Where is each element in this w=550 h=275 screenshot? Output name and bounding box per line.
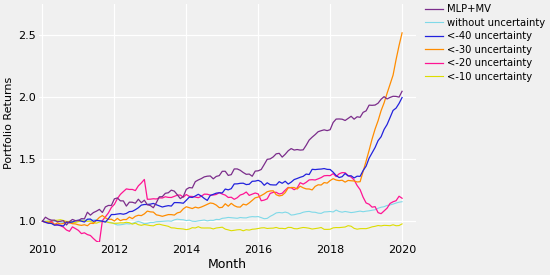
- MLP+MV: [267, 157, 273, 161]
- <-20 uncertainty: [399, 197, 405, 200]
- X-axis label: Month: Month: [208, 258, 247, 271]
- <-20 uncertainty: [267, 192, 273, 195]
- Line: <-10 uncertainty: <-10 uncertainty: [42, 220, 402, 231]
- without uncertainty: [114, 223, 120, 227]
- <-10 uncertainty: [57, 218, 64, 221]
- without uncertainty: [378, 206, 384, 209]
- without uncertainty: [399, 200, 405, 203]
- <-20 uncertainty: [126, 188, 133, 191]
- <-10 uncertainty: [288, 226, 294, 229]
- MLP+MV: [78, 217, 85, 220]
- <-10 uncertainty: [381, 224, 387, 227]
- without uncertainty: [195, 219, 202, 222]
- <-40 uncertainty: [378, 135, 384, 138]
- Line: <-20 uncertainty: <-20 uncertainty: [42, 173, 402, 242]
- <-20 uncertainty: [75, 229, 82, 232]
- MLP+MV: [378, 98, 384, 101]
- without uncertainty: [267, 215, 273, 218]
- Line: <-30 uncertainty: <-30 uncertainty: [42, 33, 402, 226]
- <-10 uncertainty: [270, 227, 277, 230]
- Line: MLP+MV: MLP+MV: [42, 91, 402, 225]
- <-30 uncertainty: [267, 189, 273, 192]
- MLP+MV: [39, 219, 46, 223]
- <-30 uncertainty: [195, 206, 202, 210]
- without uncertainty: [285, 211, 292, 215]
- <-30 uncertainty: [126, 215, 133, 219]
- <-10 uncertainty: [126, 221, 133, 224]
- <-20 uncertainty: [39, 219, 46, 223]
- <-30 uncertainty: [378, 109, 384, 112]
- <-20 uncertainty: [381, 209, 387, 213]
- MLP+MV: [195, 178, 202, 182]
- <-40 uncertainty: [399, 96, 405, 99]
- Legend: MLP+MV, without uncertainty, <-40 uncertainty, <-30 uncertainty, <-20 uncertaint: MLP+MV, without uncertainty, <-40 uncert…: [425, 4, 546, 82]
- MLP+MV: [285, 149, 292, 152]
- <-30 uncertainty: [75, 223, 82, 227]
- <-40 uncertainty: [78, 219, 85, 223]
- without uncertainty: [39, 219, 46, 223]
- <-20 uncertainty: [339, 171, 345, 174]
- <-10 uncertainty: [399, 222, 405, 226]
- <-10 uncertainty: [78, 219, 85, 222]
- without uncertainty: [75, 219, 82, 223]
- without uncertainty: [126, 222, 133, 226]
- <-40 uncertainty: [267, 183, 273, 186]
- <-40 uncertainty: [285, 182, 292, 186]
- MLP+MV: [63, 223, 70, 227]
- <-40 uncertainty: [39, 219, 46, 223]
- <-10 uncertainty: [195, 225, 202, 228]
- <-10 uncertainty: [240, 229, 246, 232]
- <-30 uncertainty: [285, 186, 292, 189]
- <-20 uncertainty: [195, 196, 202, 199]
- <-30 uncertainty: [39, 219, 46, 223]
- Line: without uncertainty: without uncertainty: [42, 202, 402, 225]
- <-40 uncertainty: [126, 210, 133, 213]
- <-20 uncertainty: [96, 241, 103, 244]
- Y-axis label: Portfolio Returns: Portfolio Returns: [4, 77, 14, 169]
- <-40 uncertainty: [195, 193, 202, 196]
- <-30 uncertainty: [399, 31, 405, 34]
- MLP+MV: [126, 200, 133, 204]
- <-30 uncertainty: [84, 224, 91, 227]
- <-20 uncertainty: [285, 186, 292, 189]
- MLP+MV: [399, 90, 405, 93]
- <-10 uncertainty: [39, 219, 46, 223]
- <-40 uncertainty: [60, 224, 67, 228]
- Line: <-40 uncertainty: <-40 uncertainty: [42, 98, 402, 226]
